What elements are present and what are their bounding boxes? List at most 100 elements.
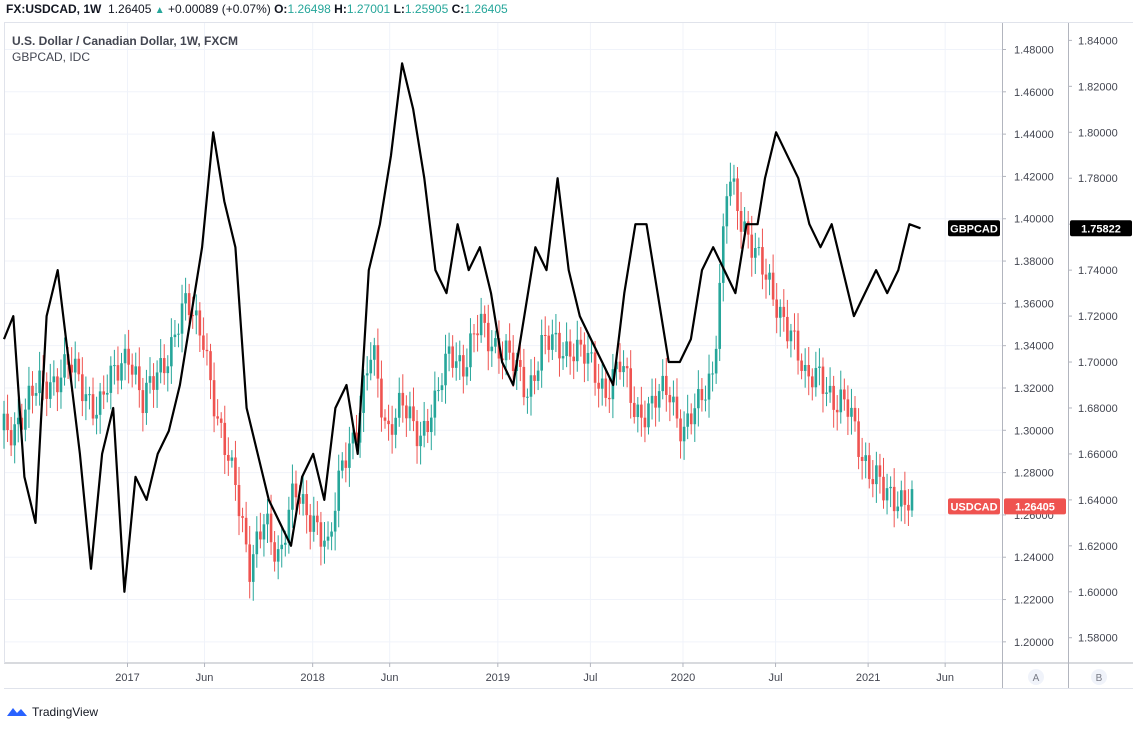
candle-body xyxy=(551,334,554,350)
candle-body xyxy=(291,483,294,510)
x-tick-label: Jun xyxy=(196,672,214,684)
candle-body xyxy=(355,432,358,443)
y-axis-b: 1.840001.820001.800001.780001.760001.740… xyxy=(1068,35,1118,645)
high-value: 1.27001 xyxy=(346,2,391,16)
candle-body xyxy=(113,365,116,367)
candle-body xyxy=(554,332,558,335)
candle-body xyxy=(38,370,41,394)
candle-body xyxy=(572,356,576,362)
candle-body xyxy=(885,488,889,501)
candle-body xyxy=(486,322,490,352)
candle-body xyxy=(31,385,34,396)
candle-body xyxy=(778,306,782,318)
candle-body xyxy=(287,509,291,543)
candle-body xyxy=(796,330,800,361)
candle-body xyxy=(127,348,130,365)
price-tag-value: 1.75822 xyxy=(1081,223,1121,235)
candle-body xyxy=(340,460,344,471)
candle-body xyxy=(793,330,796,332)
candle-body xyxy=(27,385,31,410)
candle-body xyxy=(454,361,458,368)
candle-body xyxy=(422,420,426,436)
candle-body xyxy=(643,417,647,428)
candle-body xyxy=(405,405,408,419)
symbol-name[interactable]: FX:USDCAD, 1W xyxy=(6,2,102,16)
candle-body xyxy=(95,414,98,419)
candle-body xyxy=(373,345,376,360)
candle-body xyxy=(84,394,88,402)
candle-body xyxy=(34,393,38,396)
compare-series-legend[interactable]: GBPCAD, IDC xyxy=(12,50,91,64)
candle-body xyxy=(401,392,405,406)
candle-body xyxy=(522,366,526,398)
candle-body xyxy=(219,418,223,423)
candle-body xyxy=(187,293,191,316)
candle-body xyxy=(116,365,120,381)
x-tick-label: 2017 xyxy=(115,672,139,684)
candle-body xyxy=(447,346,451,354)
candle-body xyxy=(736,178,739,211)
candle-body xyxy=(308,515,312,532)
candle-body xyxy=(721,226,725,283)
last-price: 1.26405 xyxy=(108,2,152,16)
footer-brand[interactable]: TradingView xyxy=(6,701,98,723)
y-tick-label-a: 1.46000 xyxy=(1014,87,1054,99)
candle-body xyxy=(462,355,465,377)
candle-body xyxy=(227,454,230,461)
candle-body xyxy=(479,313,483,336)
y-tick-label-a: 1.40000 xyxy=(1014,214,1054,226)
candle-body xyxy=(191,315,195,317)
axis-lines xyxy=(4,22,1133,689)
y-tick-label-b: 1.78000 xyxy=(1078,173,1118,185)
candle-body xyxy=(451,346,454,368)
axis-a-button[interactable]: A xyxy=(1028,669,1044,685)
candle-body xyxy=(693,408,697,425)
candle-body xyxy=(707,373,711,400)
candle-body xyxy=(205,349,209,352)
candle-body xyxy=(540,334,543,371)
candle-body xyxy=(319,522,323,547)
price-tag-name: GBPCAD xyxy=(950,223,998,235)
candle-body xyxy=(857,421,860,457)
x-tick-label: Jul xyxy=(769,672,783,684)
candle-body xyxy=(768,272,771,280)
candle-body xyxy=(782,306,786,317)
x-tick-label: 2020 xyxy=(671,672,695,684)
candle-body xyxy=(640,404,643,418)
candle-body xyxy=(494,338,497,347)
candle-body xyxy=(900,490,903,507)
candle-body xyxy=(618,361,622,373)
candle-body xyxy=(575,339,579,362)
candle-body xyxy=(362,375,365,413)
candle-body xyxy=(761,247,764,275)
candle-body xyxy=(369,359,373,374)
candle-body xyxy=(647,403,650,428)
candle-body xyxy=(679,418,682,442)
candle-body xyxy=(419,435,422,447)
x-tick-label: Jul xyxy=(583,672,597,684)
axis-b-button[interactable]: B xyxy=(1091,669,1107,685)
candle-body xyxy=(351,432,355,444)
candle-body xyxy=(697,389,700,409)
candle-body xyxy=(63,354,66,378)
price-tag-name-bg xyxy=(948,220,1000,237)
candle-body xyxy=(159,358,162,373)
y-tick-label-b: 1.68000 xyxy=(1078,403,1118,415)
candle-body xyxy=(283,542,287,545)
candle-body xyxy=(519,360,522,367)
candle-body xyxy=(412,406,415,422)
candle-body xyxy=(16,417,20,425)
candle-body xyxy=(718,282,722,349)
candle-body xyxy=(383,417,387,421)
candle-body xyxy=(650,395,654,404)
candle-body xyxy=(536,370,540,381)
candle-body xyxy=(294,483,298,498)
main-series-legend[interactable]: U.S. Dollar / Canadian Dollar, 1W, FXCM xyxy=(12,34,239,48)
candle-body xyxy=(337,470,341,511)
candle-body xyxy=(828,385,832,393)
candle-body xyxy=(803,364,807,371)
candle-body xyxy=(672,396,675,403)
tradingview-logo-icon xyxy=(7,708,27,716)
y-tick-label-b: 1.74000 xyxy=(1078,265,1118,277)
